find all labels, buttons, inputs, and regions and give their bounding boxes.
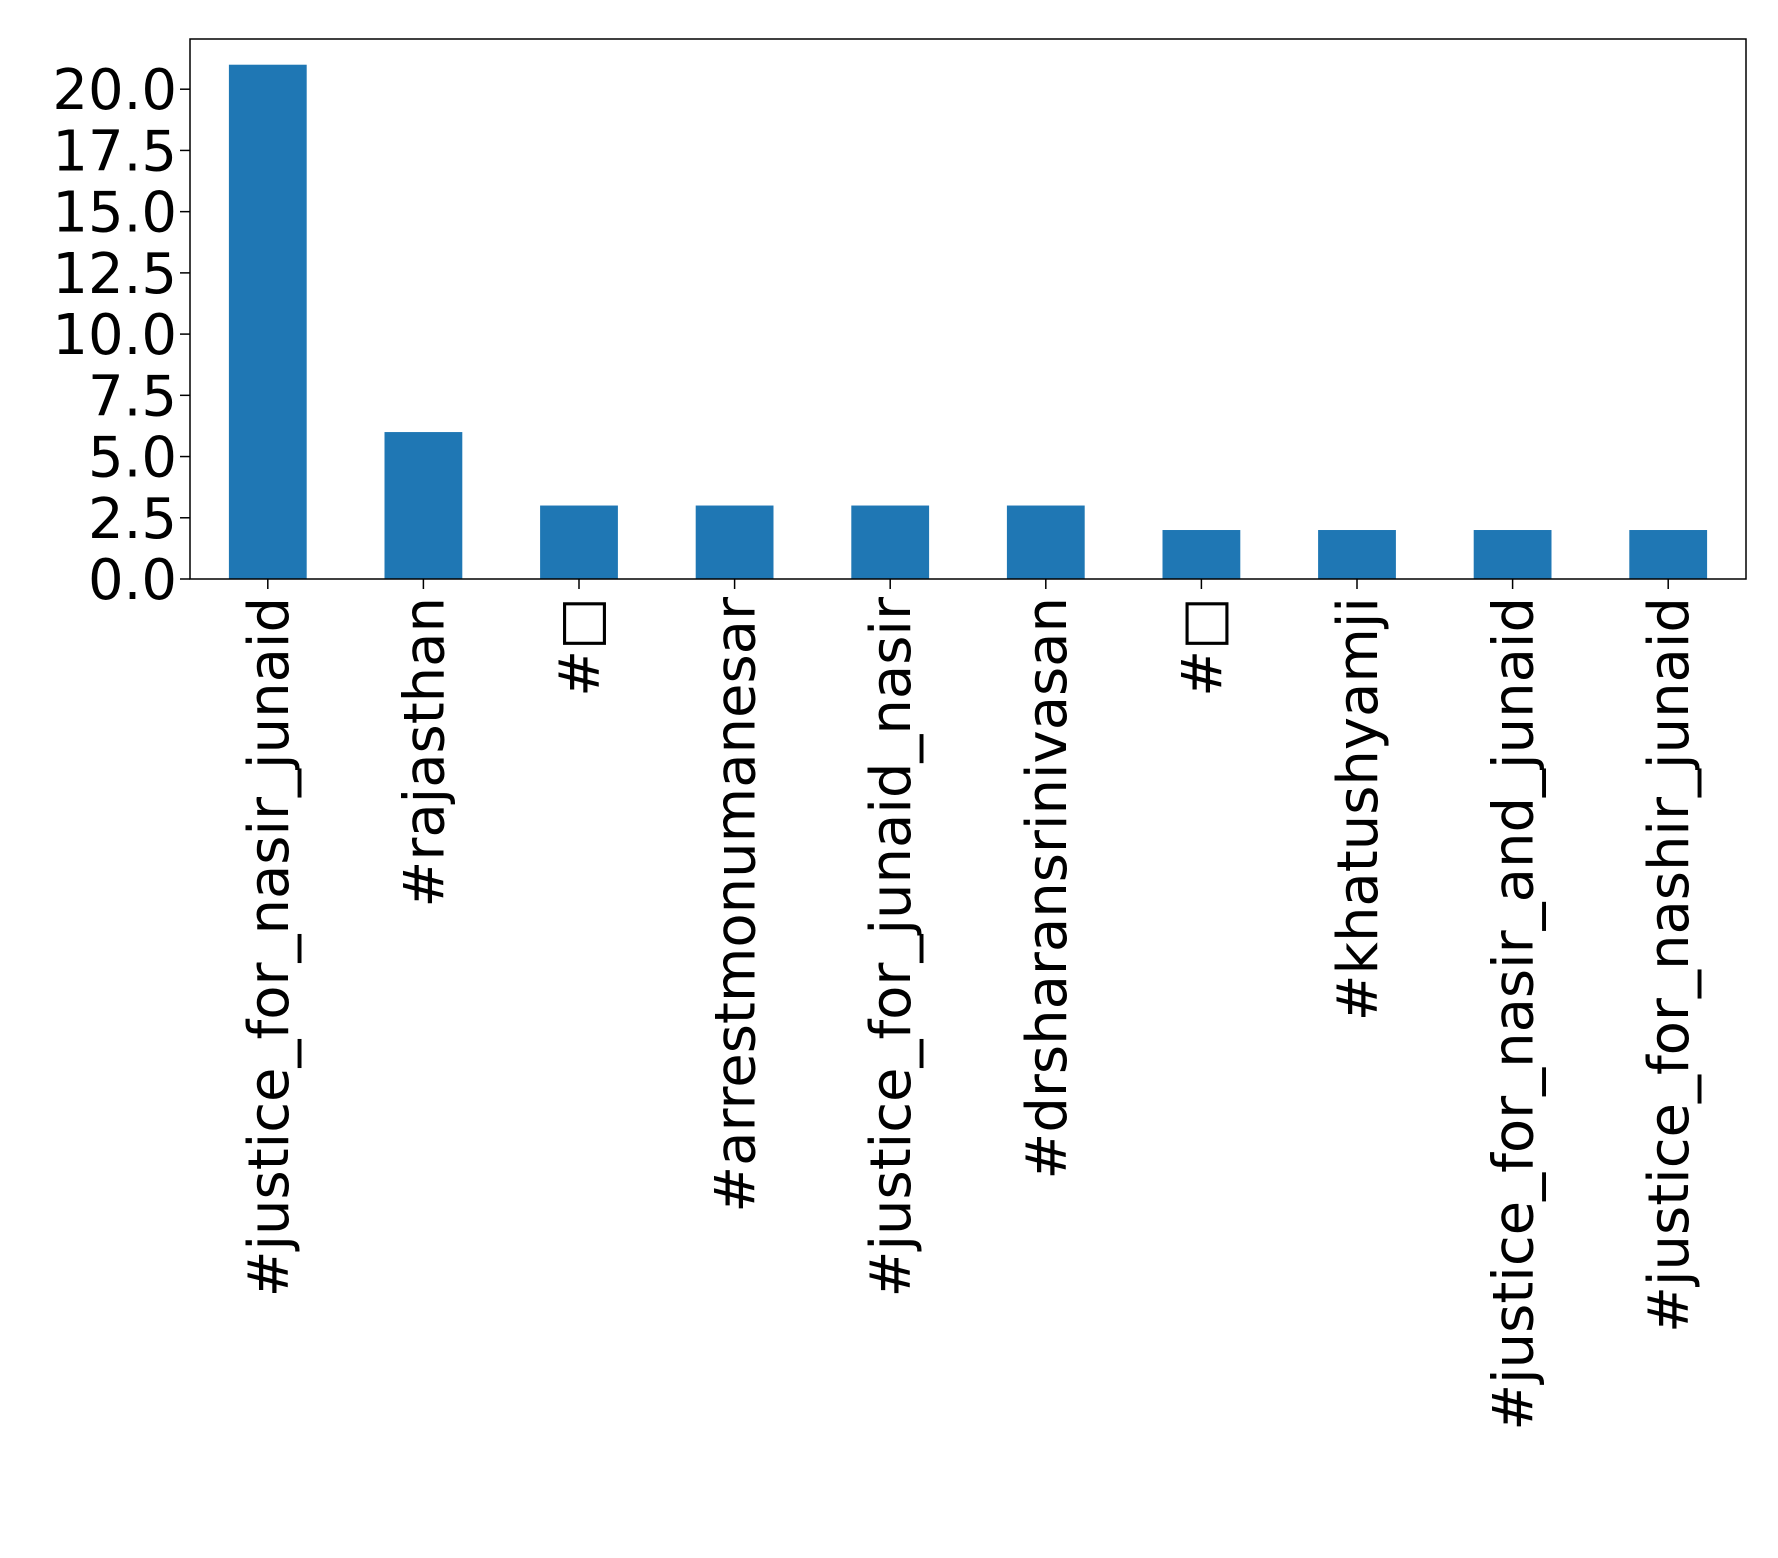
y-tick-label: 5.0 [88, 426, 177, 491]
plot-frame [189, 38, 1747, 580]
x-tick-label: #□ [1170, 597, 1235, 697]
bar [1629, 530, 1708, 579]
y-tick-label: 17.5 [52, 119, 177, 184]
y-axis: 0.02.55.07.510.012.515.017.520.0 [52, 58, 190, 613]
bar [384, 432, 463, 579]
y-tick-label: 15.0 [52, 181, 177, 246]
x-tick-label: #justice_for_junaid_nasir [859, 596, 924, 1297]
y-tick-label: 0.0 [88, 548, 177, 613]
bar [1006, 505, 1085, 579]
y-tick-label: 10.0 [52, 303, 177, 368]
bar [1473, 530, 1552, 579]
bar [1162, 530, 1241, 579]
bar [851, 505, 930, 579]
x-tick-label: #justice_for_nashir_junaid [1637, 597, 1702, 1333]
bar [540, 505, 618, 579]
y-tick-label: 2.5 [88, 487, 177, 552]
x-tick-label: #drsharansrinivasan [1015, 597, 1080, 1180]
x-tick-label: #rajasthan [392, 597, 457, 908]
y-tick-label: 7.5 [88, 364, 177, 429]
bar [228, 64, 307, 579]
x-tick-label: #khatushyamji [1326, 597, 1391, 1021]
bar [695, 505, 774, 579]
bar [1318, 530, 1396, 579]
x-tick-label: #justice_for_nasir_and_junaid [1482, 597, 1547, 1431]
x-axis: #justice_for_nasir_junaid #rajasthan #□ #ar… [237, 579, 1702, 1431]
bars [228, 64, 1708, 579]
x-tick-label: #justice_for_nasir_junaid [237, 597, 302, 1297]
x-tick-label: #arrestmonumanesar [704, 596, 769, 1213]
y-tick-label: 20.0 [52, 58, 177, 123]
x-tick-label: #□ [548, 597, 613, 697]
y-tick-label: 12.5 [52, 242, 177, 307]
